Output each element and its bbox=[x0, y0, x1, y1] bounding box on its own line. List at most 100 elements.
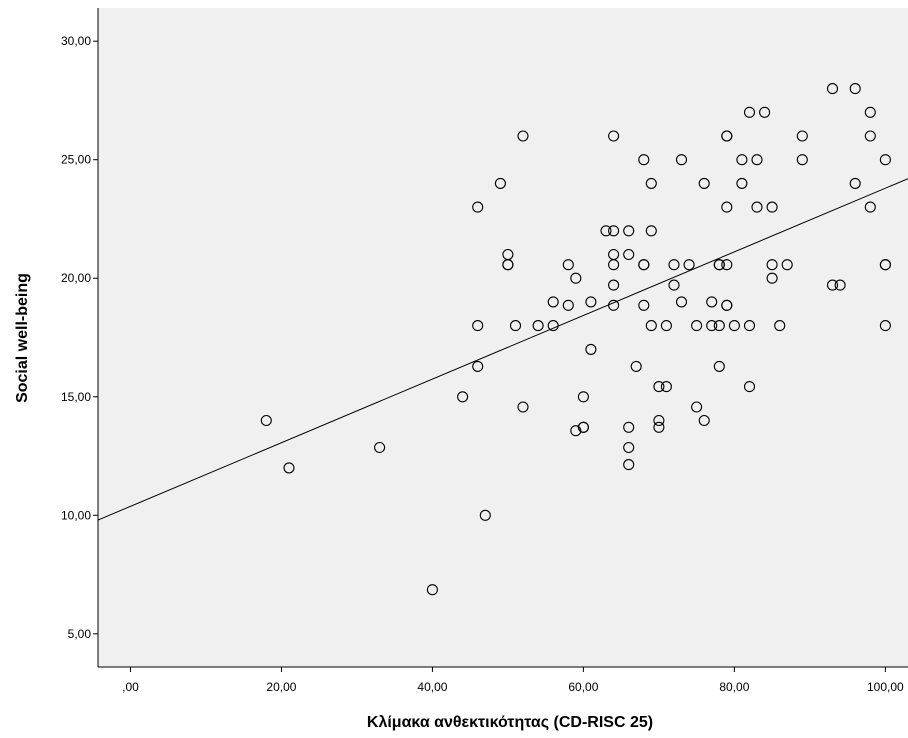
data-point bbox=[864, 130, 876, 142]
data-point bbox=[660, 381, 672, 393]
x-axis-ticks: ,00 20,00 40,00 60,00 80,00 100,00 bbox=[122, 667, 904, 694]
y-axis-ticks: 5,00 10,00 15,00 20,00 25,00 30,00 bbox=[61, 34, 98, 641]
data-point bbox=[547, 296, 559, 308]
data-point bbox=[260, 414, 272, 427]
data-point bbox=[479, 509, 491, 521]
y-tick-label: 30,00 bbox=[61, 34, 91, 48]
data-point bbox=[766, 259, 778, 271]
data-point bbox=[623, 459, 635, 471]
x-tick-label: 60,00 bbox=[568, 680, 598, 694]
data-point bbox=[743, 320, 756, 332]
x-tick-label: ,00 bbox=[122, 680, 139, 694]
data-point bbox=[668, 259, 680, 271]
data-point bbox=[638, 299, 650, 311]
data-point bbox=[781, 259, 793, 271]
data-point bbox=[728, 320, 740, 332]
y-tick-label: 5,00 bbox=[68, 627, 92, 641]
data-points bbox=[260, 83, 891, 596]
data-point bbox=[713, 360, 725, 372]
data-point bbox=[562, 299, 574, 311]
data-point bbox=[630, 360, 642, 372]
data-point bbox=[585, 343, 597, 355]
data-point bbox=[698, 414, 710, 427]
data-point bbox=[713, 320, 725, 332]
data-point bbox=[608, 299, 620, 311]
data-point bbox=[638, 259, 650, 271]
data-point bbox=[374, 441, 386, 454]
data-point bbox=[668, 279, 680, 291]
data-point bbox=[736, 177, 748, 189]
data-point bbox=[623, 441, 635, 454]
data-point bbox=[600, 225, 612, 237]
data-point bbox=[472, 320, 484, 332]
plot-area bbox=[98, 8, 908, 667]
data-point bbox=[283, 462, 295, 474]
data-point bbox=[743, 106, 756, 118]
x-axis-title: Κλίμακα ανθεκτικότητας (CD-RISC 25) bbox=[367, 714, 653, 731]
data-point bbox=[721, 299, 733, 311]
data-point bbox=[608, 225, 620, 237]
data-point bbox=[608, 259, 620, 271]
fit-line-layer bbox=[97, 178, 908, 521]
data-point bbox=[864, 106, 876, 118]
y-tick-label: 20,00 bbox=[61, 271, 91, 285]
data-point bbox=[660, 320, 672, 332]
data-point bbox=[653, 414, 665, 427]
data-point bbox=[849, 177, 861, 189]
data-point bbox=[570, 272, 582, 284]
data-point bbox=[502, 259, 514, 271]
data-point bbox=[879, 320, 891, 332]
x-tick-label: 20,00 bbox=[266, 680, 296, 694]
x-tick-label: 100,00 bbox=[867, 680, 904, 694]
data-point bbox=[796, 154, 808, 166]
data-point bbox=[691, 401, 703, 413]
x-tick-label: 40,00 bbox=[417, 680, 447, 694]
data-point bbox=[457, 391, 469, 403]
data-point bbox=[623, 421, 635, 433]
x-tick-label: 80,00 bbox=[719, 680, 749, 694]
data-point bbox=[472, 360, 484, 372]
data-point bbox=[494, 177, 506, 189]
data-point bbox=[653, 421, 665, 433]
data-point bbox=[683, 259, 695, 271]
data-point bbox=[517, 130, 529, 142]
data-point bbox=[570, 425, 582, 437]
data-point bbox=[645, 320, 657, 332]
data-point bbox=[706, 320, 718, 332]
data-point bbox=[517, 401, 529, 413]
data-point bbox=[796, 130, 808, 142]
data-point bbox=[691, 320, 703, 332]
data-point bbox=[577, 421, 589, 433]
data-point bbox=[472, 201, 484, 213]
data-point bbox=[547, 320, 559, 332]
data-point bbox=[736, 154, 748, 166]
data-point bbox=[645, 225, 657, 237]
data-point bbox=[532, 320, 544, 332]
data-point bbox=[653, 381, 665, 393]
data-point bbox=[721, 201, 733, 213]
data-point bbox=[706, 296, 718, 308]
data-point bbox=[766, 201, 778, 213]
data-point bbox=[698, 177, 710, 189]
data-point bbox=[623, 248, 635, 261]
y-tick-label: 15,00 bbox=[61, 390, 91, 404]
data-point bbox=[759, 106, 771, 118]
data-point bbox=[879, 154, 891, 166]
y-tick-label: 10,00 bbox=[61, 508, 91, 522]
data-point bbox=[743, 381, 756, 393]
data-point bbox=[721, 259, 733, 271]
data-point bbox=[645, 177, 657, 189]
fit-line bbox=[97, 178, 908, 521]
data-point bbox=[585, 296, 597, 308]
axes bbox=[97, 8, 908, 668]
data-point bbox=[721, 130, 733, 142]
data-point bbox=[562, 259, 574, 271]
data-point bbox=[826, 83, 839, 95]
data-point bbox=[577, 391, 589, 403]
data-point bbox=[766, 272, 778, 284]
data-point bbox=[826, 279, 839, 291]
data-point bbox=[638, 154, 650, 166]
data-point bbox=[623, 225, 635, 237]
data-point bbox=[713, 259, 725, 271]
data-point bbox=[774, 320, 786, 332]
